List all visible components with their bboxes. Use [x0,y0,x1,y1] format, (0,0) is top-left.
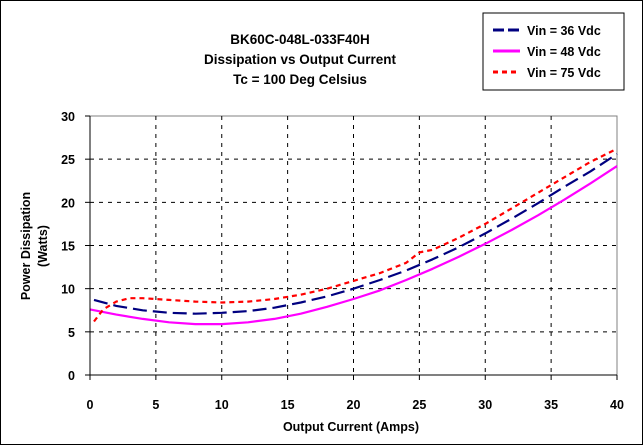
x-tick-label: 40 [610,398,624,412]
legend-label: Vin = 36 Vdc [527,24,601,38]
y-axis-title: Power Dissipation (Watts) [19,192,50,300]
x-tick-label: 10 [215,398,229,412]
legend-label: Vin = 48 Vdc [527,45,601,59]
legend: Vin = 36 Vdc Vin = 48 Vdc Vin = 75 Vdc [482,12,625,91]
chart-title-line-1: BK60C-048L-033F40H [230,32,370,47]
series-line-vin-75-vdc [93,147,618,323]
x-tick-label: 15 [281,398,295,412]
series-line-vin-48-vdc [89,165,618,326]
y-tick-label: 30 [61,110,75,124]
x-tick-label: 0 [87,398,94,412]
y-tick-label: 10 [61,283,75,297]
grid [90,116,617,375]
x-tick-label: 20 [347,398,361,412]
y-axis-title-line-1: Power Dissipation [19,192,33,300]
x-tick-label: 5 [152,398,159,412]
legend-label: Vin = 75 Vdc [527,66,601,80]
series-line-vin-36-vdc [93,153,618,315]
x-tick-label: 30 [478,398,492,412]
y-axis-title-line-2: (Watts) [36,225,50,267]
x-tick-label: 35 [544,398,558,412]
x-axis-title: Output Current (Amps) [283,420,419,434]
y-tick-label: 15 [61,240,75,254]
y-tick-label: 0 [68,369,75,383]
tick-labels: 0 5 10 15 20 25 30 35 40 0 5 10 15 20 25 30 [61,110,624,412]
y-tick-label: 20 [61,196,75,210]
chart-title-line-3: Tc = 100 Deg Celsius [233,72,367,87]
series-group [89,147,618,326]
y-tick-label: 25 [61,153,75,167]
x-tick-label: 25 [412,398,426,412]
chart-title-line-2: Dissipation vs Output Current [204,52,397,67]
y-tick-label: 5 [68,326,75,340]
